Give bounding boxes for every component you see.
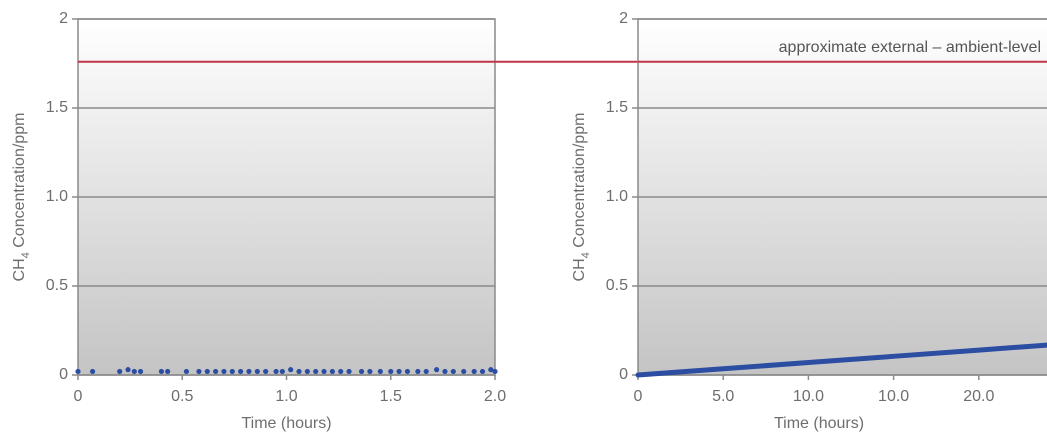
data-point: [125, 367, 131, 373]
y-tick-label: 0: [619, 366, 628, 383]
data-point: [238, 368, 244, 375]
y-axis-label: CH4 Concentration/ppm: [571, 113, 592, 282]
data-point: [396, 368, 402, 375]
data-point: [442, 368, 448, 375]
plot-frame: [637, 18, 1047, 376]
data-point: [461, 368, 467, 375]
y-axis-label-part: CH: [11, 258, 28, 281]
data-point: [492, 368, 498, 375]
data-point: [131, 368, 137, 375]
y-tick-label: 1.0: [46, 188, 68, 205]
plot-frame: [77, 18, 496, 376]
y-tick-label: 2: [619, 10, 628, 27]
y-axis-label-part: CH: [571, 258, 588, 281]
data-point: [415, 368, 421, 375]
x-tick-label: 1.0: [275, 388, 297, 405]
data-point: [377, 368, 383, 375]
data-point: [89, 368, 96, 375]
y-tick-label: 2: [59, 10, 68, 27]
data-point: [204, 368, 210, 375]
x-tick-label: 0.5: [171, 388, 193, 405]
x-tick-label: 10.0: [878, 388, 909, 405]
data-point: [338, 368, 344, 375]
data-point: [288, 367, 294, 373]
data-point: [165, 368, 171, 375]
data-point: [423, 368, 429, 375]
data-point: [321, 368, 327, 375]
y-tick-label: 0: [59, 366, 68, 383]
x-tick-label: 5.0: [712, 388, 734, 405]
data-point: [304, 368, 310, 375]
data-point: [137, 368, 144, 375]
y-tick-label: 0.5: [46, 277, 68, 294]
data-point: [263, 368, 269, 375]
data-point: [313, 368, 319, 375]
y-axis-label-subscript: 4: [580, 252, 592, 258]
y-tick-label: 0.5: [606, 277, 628, 294]
data-point: [254, 368, 260, 375]
data-point: [367, 368, 373, 375]
y-tick-label: 1.0: [606, 188, 628, 205]
data-point: [450, 368, 456, 375]
data-point: [358, 368, 365, 375]
data-point: [246, 368, 252, 375]
y-tick-label: 1.5: [46, 99, 68, 116]
data-point: [296, 368, 302, 375]
data-point: [158, 368, 164, 375]
data-point: [388, 368, 394, 375]
x-tick-label: 1.5: [380, 388, 402, 405]
data-point: [488, 367, 494, 373]
data-point: [75, 368, 81, 375]
data-point: [479, 368, 486, 375]
x-tick-label: 0: [74, 388, 83, 405]
reference-annotation: approximate external – ambient-level: [779, 39, 1041, 56]
data-point: [221, 368, 227, 375]
data-point: [213, 368, 219, 375]
y-axis-label-part: Concentration/ppm: [11, 113, 28, 253]
data-point: [329, 368, 335, 375]
y-tick-label: 1.5: [606, 99, 628, 116]
data-point: [279, 368, 285, 375]
data-point: [404, 368, 411, 375]
data-point: [183, 368, 190, 375]
y-axis-label-subscript: 4: [20, 252, 32, 258]
data-point: [346, 368, 352, 375]
x-tick-label: 10.0: [793, 388, 824, 405]
data-point: [117, 368, 123, 375]
data-point: [434, 367, 440, 373]
x-axis-label: Time (hours): [774, 415, 864, 432]
x-axis-label: Time (hours): [241, 415, 331, 432]
data-point: [196, 368, 202, 375]
x-tick-label: 20.0: [963, 388, 994, 405]
data-line: [635, 342, 1047, 378]
x-tick-label: 2.0: [484, 388, 506, 405]
y-axis-label-part: Concentration/ppm: [571, 113, 588, 253]
data-point: [229, 368, 235, 375]
x-tick-label: 0: [634, 388, 643, 405]
data-point: [471, 368, 477, 375]
data-point: [273, 368, 279, 375]
y-axis-label: CH4 Concentration/ppm: [11, 113, 32, 282]
